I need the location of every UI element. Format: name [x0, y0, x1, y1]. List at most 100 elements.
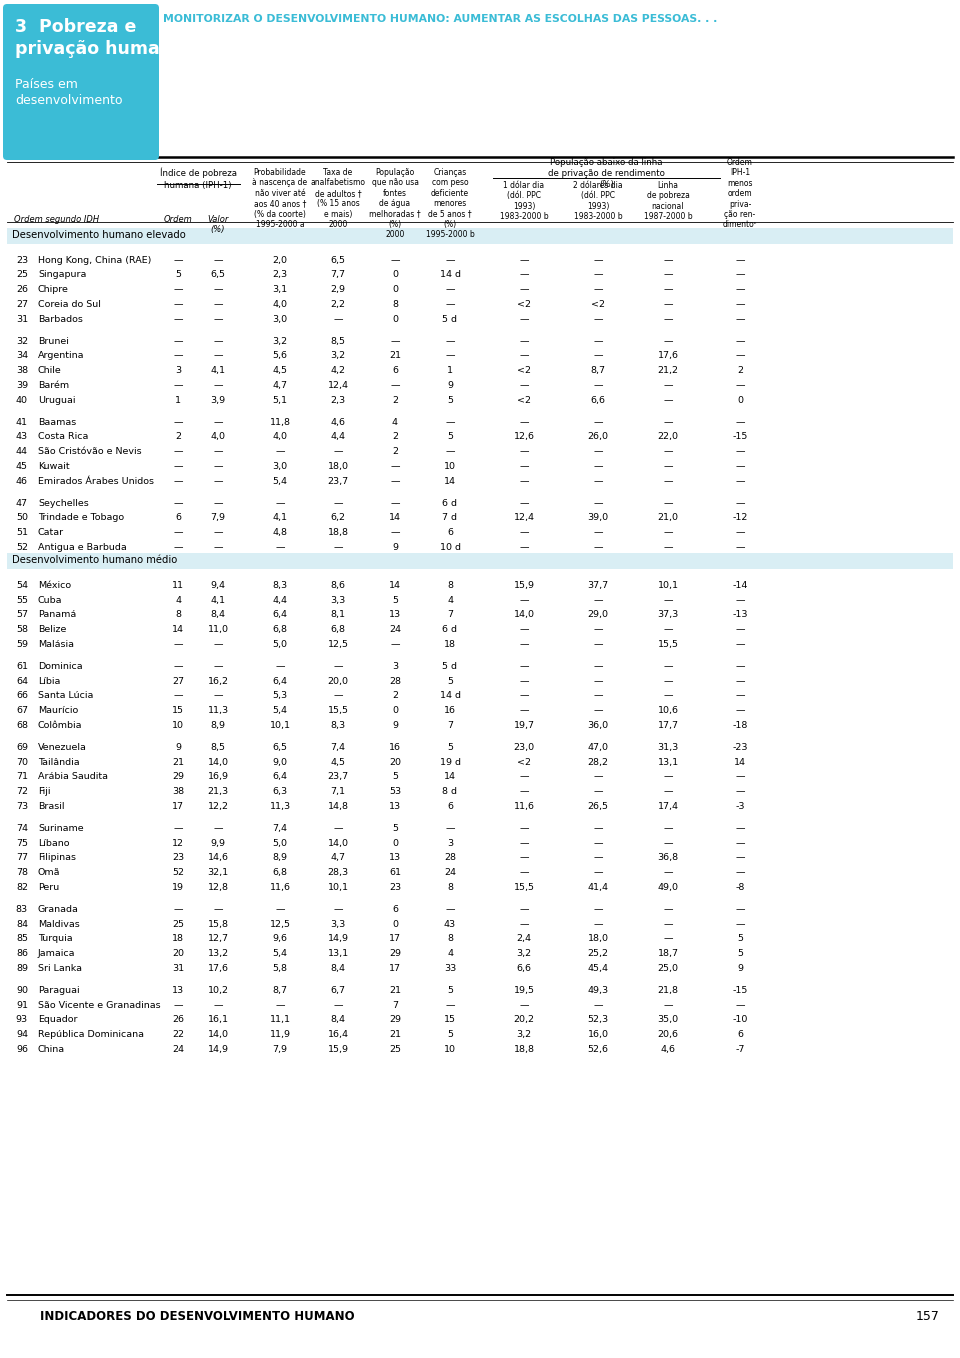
Text: 7: 7: [447, 721, 453, 731]
Text: 8,3: 8,3: [273, 581, 288, 589]
Text: 0: 0: [392, 919, 398, 929]
Text: 94: 94: [16, 1031, 28, 1039]
Text: 5,4: 5,4: [273, 949, 287, 959]
Text: —: —: [333, 447, 343, 456]
Text: 49,0: 49,0: [658, 883, 679, 892]
Text: 38: 38: [172, 788, 184, 796]
Text: Singapura: Singapura: [38, 270, 86, 280]
Text: Tailândia: Tailândia: [38, 758, 80, 767]
Text: 5: 5: [447, 986, 453, 995]
Text: 3: 3: [175, 367, 181, 375]
Text: 15,8: 15,8: [207, 919, 228, 929]
Text: 15,5: 15,5: [327, 706, 348, 716]
Text: 18,8: 18,8: [327, 528, 348, 538]
Text: —: —: [173, 661, 182, 671]
Text: 4: 4: [175, 596, 181, 604]
Text: —: —: [333, 661, 343, 671]
Text: 21: 21: [389, 986, 401, 995]
Text: 4: 4: [392, 418, 398, 426]
Text: —: —: [663, 395, 673, 405]
Text: —: —: [391, 462, 399, 471]
Text: —: —: [519, 919, 529, 929]
Text: 21,2: 21,2: [658, 367, 679, 375]
Text: —: —: [593, 691, 603, 701]
Text: —: —: [519, 382, 529, 390]
Text: —: —: [735, 661, 745, 671]
Text: 4,0: 4,0: [273, 300, 287, 310]
Text: Sri Lanka: Sri Lanka: [38, 964, 82, 974]
Text: Granada: Granada: [38, 904, 79, 914]
Text: 8,4: 8,4: [330, 964, 346, 974]
Text: 19 d: 19 d: [440, 758, 461, 767]
Text: 47,0: 47,0: [588, 743, 609, 752]
Text: —: —: [391, 528, 399, 538]
Text: —: —: [663, 285, 673, 295]
Text: —: —: [735, 640, 745, 649]
Text: —: —: [173, 418, 182, 426]
Text: 39: 39: [16, 382, 28, 390]
Text: 8,5: 8,5: [330, 337, 346, 346]
Text: —: —: [593, 676, 603, 686]
Text: 6,4: 6,4: [273, 773, 287, 781]
Text: —: —: [593, 640, 603, 649]
Text: —: —: [213, 285, 223, 295]
Text: —: —: [735, 1001, 745, 1009]
Text: 21: 21: [389, 1031, 401, 1039]
Text: —: —: [663, 270, 673, 280]
Text: 5: 5: [737, 949, 743, 959]
Text: 6,8: 6,8: [273, 868, 287, 877]
Text: Venezuela: Venezuela: [38, 743, 86, 752]
Text: 6,6: 6,6: [590, 395, 606, 405]
Text: —: —: [173, 691, 182, 701]
Text: Uruguai: Uruguai: [38, 395, 76, 405]
Text: —: —: [735, 543, 745, 553]
Text: 5: 5: [392, 773, 398, 781]
Text: Hong Kong, China (RAE): Hong Kong, China (RAE): [38, 255, 152, 265]
Text: 5: 5: [447, 1031, 453, 1039]
Text: 3,0: 3,0: [273, 315, 288, 323]
Text: —: —: [735, 773, 745, 781]
Text: —: —: [663, 447, 673, 456]
Text: —: —: [519, 462, 529, 471]
Text: 58: 58: [16, 625, 28, 634]
Text: —: —: [519, 676, 529, 686]
Text: Desenvolvimento humano elevado: Desenvolvimento humano elevado: [12, 230, 185, 240]
Text: República Dominicana: República Dominicana: [38, 1031, 144, 1039]
Text: 6,5: 6,5: [210, 270, 226, 280]
Text: 14: 14: [444, 773, 456, 781]
Text: 70: 70: [16, 758, 28, 767]
Text: 67: 67: [16, 706, 28, 716]
Text: 4,6: 4,6: [660, 1046, 676, 1054]
Text: 9: 9: [175, 743, 181, 752]
Text: Brasil: Brasil: [38, 803, 64, 811]
Text: 14,0: 14,0: [207, 1031, 228, 1039]
Text: 2: 2: [175, 432, 181, 441]
Text: 11,0: 11,0: [207, 625, 228, 634]
Text: —: —: [173, 337, 182, 346]
Text: 43: 43: [444, 919, 456, 929]
Text: —: —: [663, 625, 673, 634]
Text: 61: 61: [16, 661, 28, 671]
Text: 11,8: 11,8: [270, 418, 291, 426]
Text: 3,0: 3,0: [273, 462, 288, 471]
Text: 3: 3: [392, 661, 398, 671]
Text: 10,1: 10,1: [327, 883, 348, 892]
Text: 15,5: 15,5: [658, 640, 679, 649]
Text: —: —: [173, 382, 182, 390]
Text: —: —: [445, 447, 455, 456]
Text: Desenvolvimento humano médio: Desenvolvimento humano médio: [12, 555, 178, 565]
Text: —: —: [173, 462, 182, 471]
Text: —: —: [593, 868, 603, 877]
Text: 9,6: 9,6: [273, 934, 287, 944]
Text: 16: 16: [444, 706, 456, 716]
Text: —: —: [519, 839, 529, 847]
Text: 16,0: 16,0: [588, 1031, 609, 1039]
Text: 4: 4: [447, 596, 453, 604]
Text: —: —: [663, 773, 673, 781]
Text: 6,6: 6,6: [516, 964, 532, 974]
Text: 52: 52: [172, 868, 184, 877]
Text: —: —: [173, 498, 182, 508]
Text: 10: 10: [172, 721, 184, 731]
Text: 29,0: 29,0: [588, 611, 609, 619]
Text: 15: 15: [444, 1016, 456, 1024]
